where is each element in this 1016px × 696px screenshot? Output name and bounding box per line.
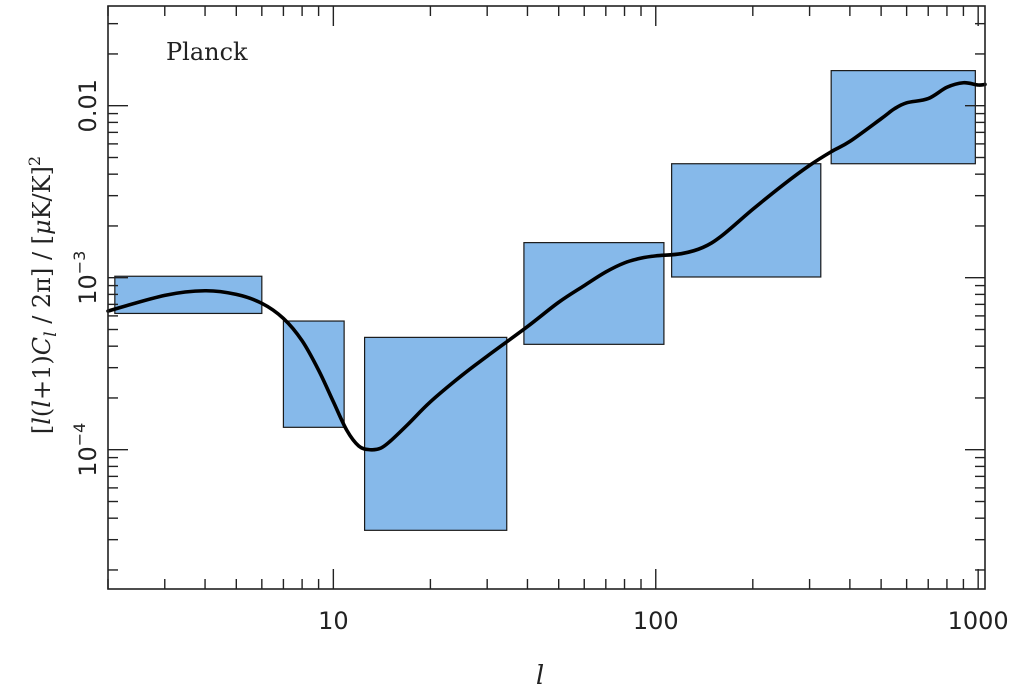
power-spectrum-curve (106, 80, 987, 452)
bins-layer (114, 70, 976, 531)
y-tick-label: 10−4 (70, 423, 102, 477)
x-tick-label: 10 (318, 607, 349, 635)
x-axis-title: l (536, 661, 544, 691)
bin-box-2 (282, 320, 345, 428)
panel-label: Planck (166, 38, 248, 66)
x-tick-label: 1000 (948, 607, 1009, 635)
labels-layer: 10 100 1000 10−4 10−3 0.01 (70, 79, 1009, 635)
bin-box-5 (671, 163, 822, 278)
ticks-layer (107, 6, 985, 589)
bin-box-3 (363, 336, 508, 531)
y-tick-label: 10−3 (70, 251, 102, 305)
x-tick-label: 100 (633, 607, 679, 635)
y-axis-title: [l(l+1)Cl / 2π] / [μK/K]2 (25, 156, 61, 434)
y-tick-label: 0.01 (74, 79, 102, 132)
curve-layer (106, 80, 987, 452)
plot-frame (107, 5, 986, 590)
